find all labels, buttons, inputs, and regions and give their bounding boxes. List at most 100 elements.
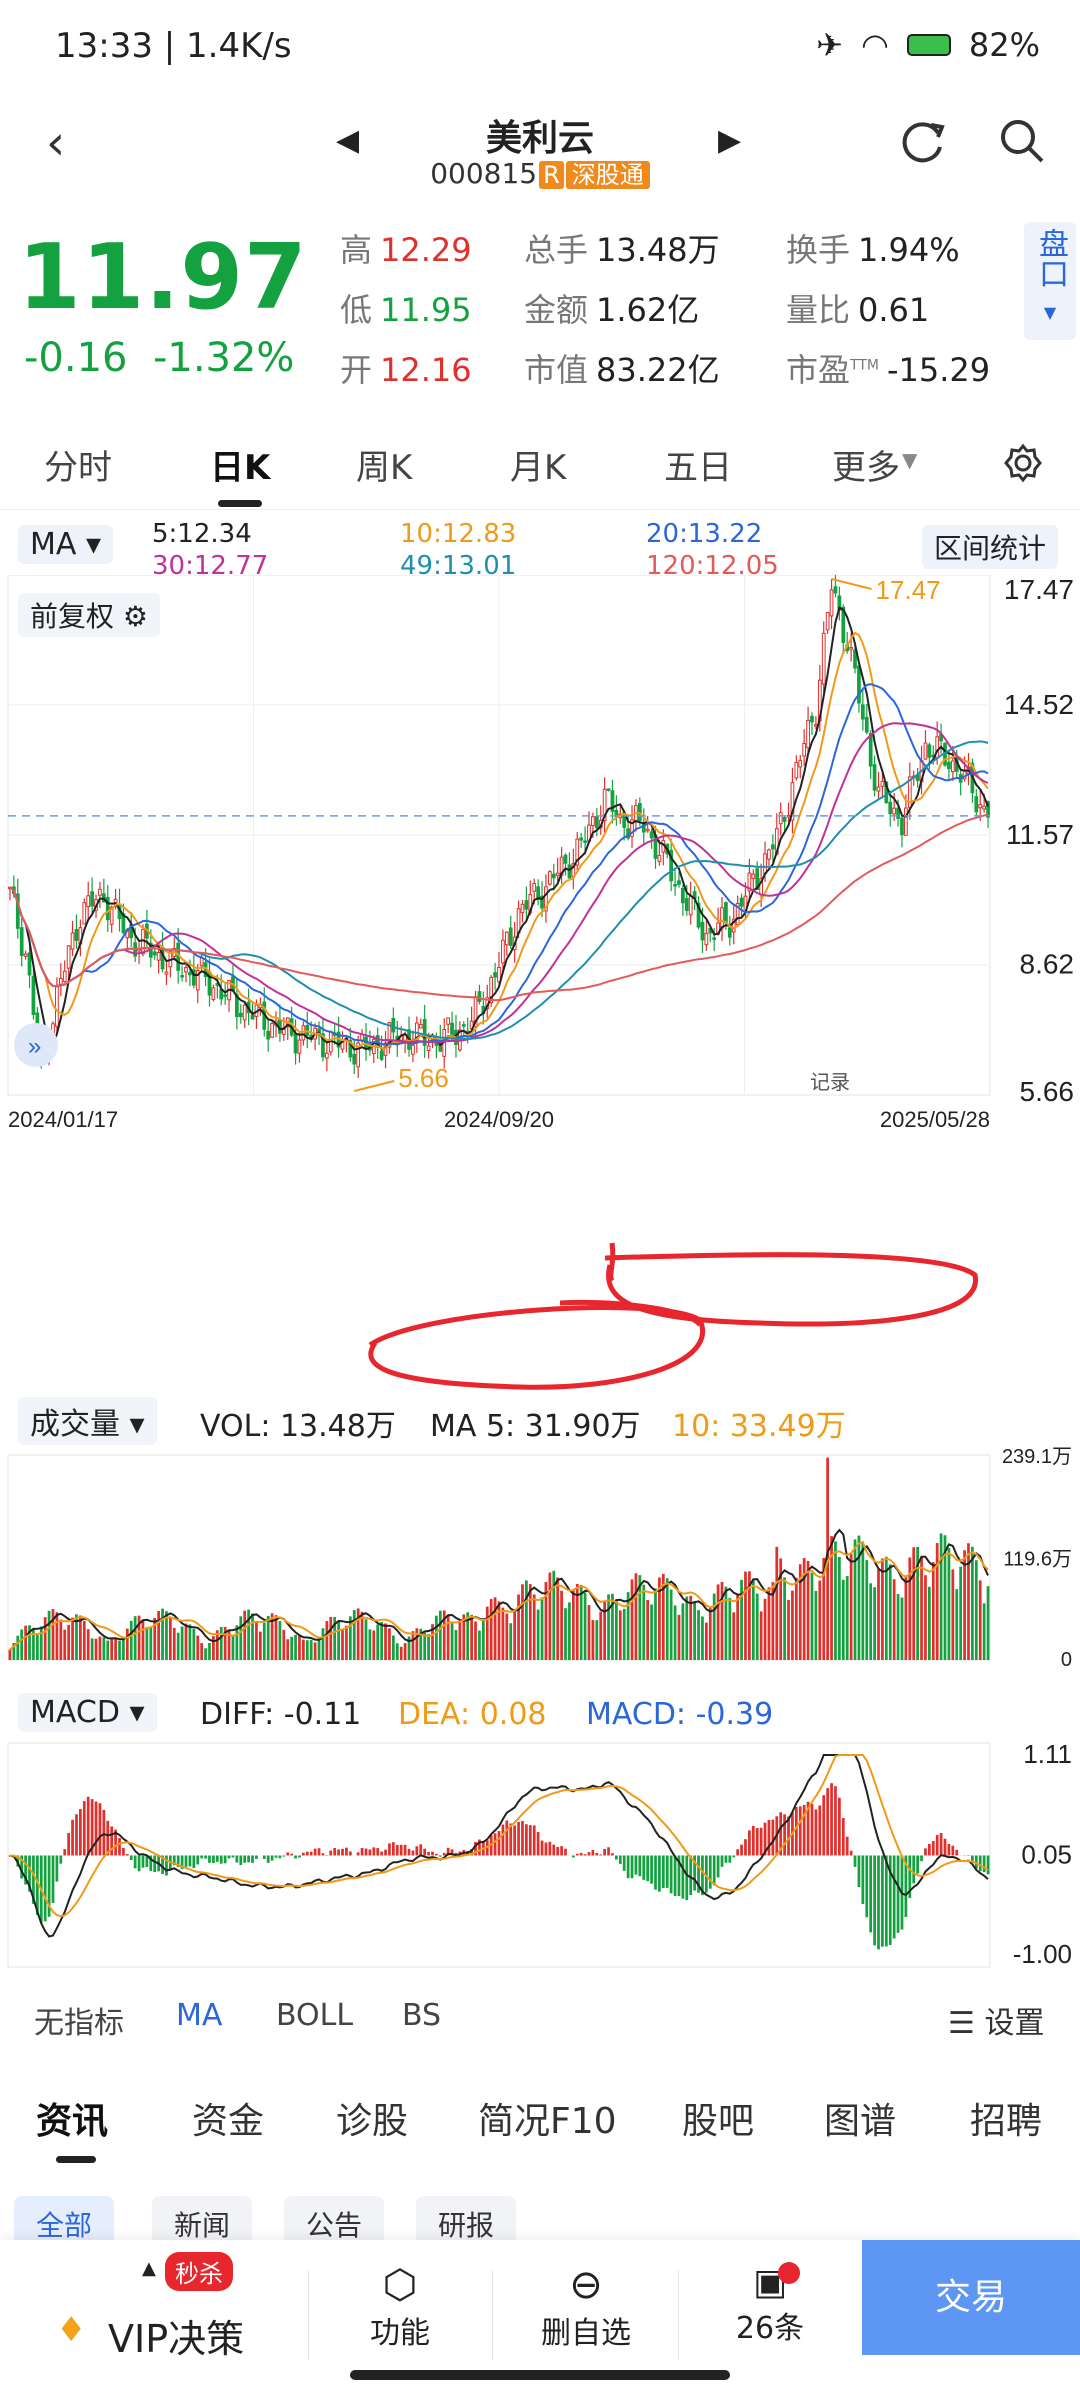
tab-period-4[interactable]: 五日 [664,448,732,488]
tab-period-2[interactable]: 周K [356,448,413,488]
trade-button[interactable]: 交易 [862,2240,1080,2355]
volume-bar [325,1621,329,1660]
candle-up [657,854,662,862]
news-tab-5[interactable]: 图谱 [824,2101,897,2142]
macd-bar [438,1855,442,1857]
news-tab-6[interactable]: 招聘 [970,2101,1043,2142]
tab-period-5[interactable]: 更多 [832,448,900,488]
macd-bar [435,1853,438,1856]
stat-value: 1.94% [858,231,960,269]
back-icon[interactable]: ‹ [46,115,66,171]
volume-bar [877,1569,880,1660]
volume-bar [599,1611,603,1660]
stat-value: 12.29 [380,231,472,269]
volume-bar [568,1602,571,1660]
volume-bar [356,1608,360,1660]
ma-selector[interactable]: MA ▾ [18,525,114,564]
indicator-tab-0[interactable]: 无指标 [34,2006,124,2041]
next-stock-icon[interactable]: ▶ [718,123,742,158]
chart-settings-icon[interactable] [1002,442,1044,484]
play-glyph: » [28,1033,41,1060]
candle-down [579,837,584,841]
candle-down [833,586,838,594]
indicator-tab-3[interactable]: BS [402,1998,442,2033]
news-tab-0[interactable]: 资讯 [36,2101,109,2142]
macd-selector[interactable]: MACD ▾ [18,1693,157,1732]
volume-selector[interactable]: 成交量 ▾ [18,1397,157,1445]
volume-bar [689,1595,693,1660]
pankou-button[interactable]: 盘口 ▼ [1024,222,1076,340]
volume-bar [137,1615,141,1660]
news-subtab-2[interactable]: 公告 [284,2196,385,2246]
remove-favorite-button[interactable]: ⊖ 删自选 [516,2262,656,2352]
macd-bar [110,1826,114,1856]
news-tab-3[interactable]: 简况F10 [478,2101,617,2142]
ask-button[interactable]: ▣ 26条 [700,2262,840,2347]
range-stats-button[interactable]: 区间统计 [922,525,1059,569]
tab-period-3[interactable]: 月K [510,448,567,488]
candle-up [501,939,505,964]
volume-bar [454,1630,458,1660]
volume-bar [728,1597,732,1660]
adjust-label: 前复权 [30,600,115,633]
indicator-tab-1[interactable]: MA [176,1998,223,2033]
macd-bar [853,1855,857,1867]
ma-line-ma5 [9,606,989,1051]
candle-down [669,849,674,882]
macd-bar [712,1855,716,1886]
volume-bar [575,1583,579,1660]
volume-bar [215,1630,219,1660]
news-subtab-3[interactable]: 研报 [416,2196,517,2246]
prev-stock-icon[interactable]: ◀ [336,123,360,158]
news-subtab-0[interactable]: 全部 [14,2196,115,2246]
refresh-icon[interactable] [898,115,950,167]
macd-bar [32,1855,35,1904]
news-tab-4[interactable]: 股吧 [682,2101,755,2142]
ma30-label: 30:12.77 [152,551,269,581]
volume-bar [94,1638,98,1660]
volume-bar [341,1629,344,1660]
volume-bar [505,1613,509,1660]
candle-down [321,1033,325,1058]
home-indicator [350,2370,730,2380]
indicator-tab-2[interactable]: BOLL [276,1998,354,2033]
macd-bar [313,1848,317,1856]
volume-bar [673,1605,677,1660]
candle-up [195,970,200,991]
volume-bar [129,1620,133,1660]
function-button[interactable]: ⬡ 功能 [330,2262,470,2352]
volume-bar [208,1643,211,1660]
volume-bar [157,1611,160,1660]
settings-button[interactable]: ☰ 设置 [948,1998,1044,2042]
volume-bar [442,1610,446,1660]
news-subtab-1[interactable]: 新闻 [152,2196,253,2246]
tag-r: R [539,161,564,189]
macd-bar [740,1844,743,1856]
notification-dot [778,2262,800,2284]
high-marker-line [831,578,872,590]
tab-period-1[interactable]: 日K [210,448,271,488]
news-subtabs: 全部 新闻 公告 研报 [0,2196,1080,2246]
stat-label: 总手 [524,231,589,269]
candle-up [767,849,771,860]
ma49-label: 49:13.01 [400,551,517,581]
macd-bar [47,1855,51,1917]
volume-bar [955,1589,959,1660]
candle-down [700,921,705,941]
cube-icon: ⬡ [382,2262,418,2308]
macd-bar [927,1843,931,1856]
kline-chart[interactable]: 17.47 14.52 11.57 8.62 5.66 2024/01/17 2024/09… [0,575,1080,1985]
adjust-button[interactable]: 前复权 ⚙ [18,593,161,637]
macd-bar [939,1832,943,1856]
news-tab-1[interactable]: 资金 [192,2101,265,2142]
macd-bar [180,1855,184,1869]
volume-bar [302,1639,305,1660]
candle-up [109,906,114,925]
tab-period-0[interactable]: 分时 [44,448,112,488]
macd-bar [219,1855,223,1864]
candle-down [860,704,865,720]
search-icon[interactable] [996,115,1048,167]
candle-up [645,828,650,832]
stat-value: 11.95 [380,291,472,329]
news-tab-2[interactable]: 诊股 [336,2101,409,2142]
